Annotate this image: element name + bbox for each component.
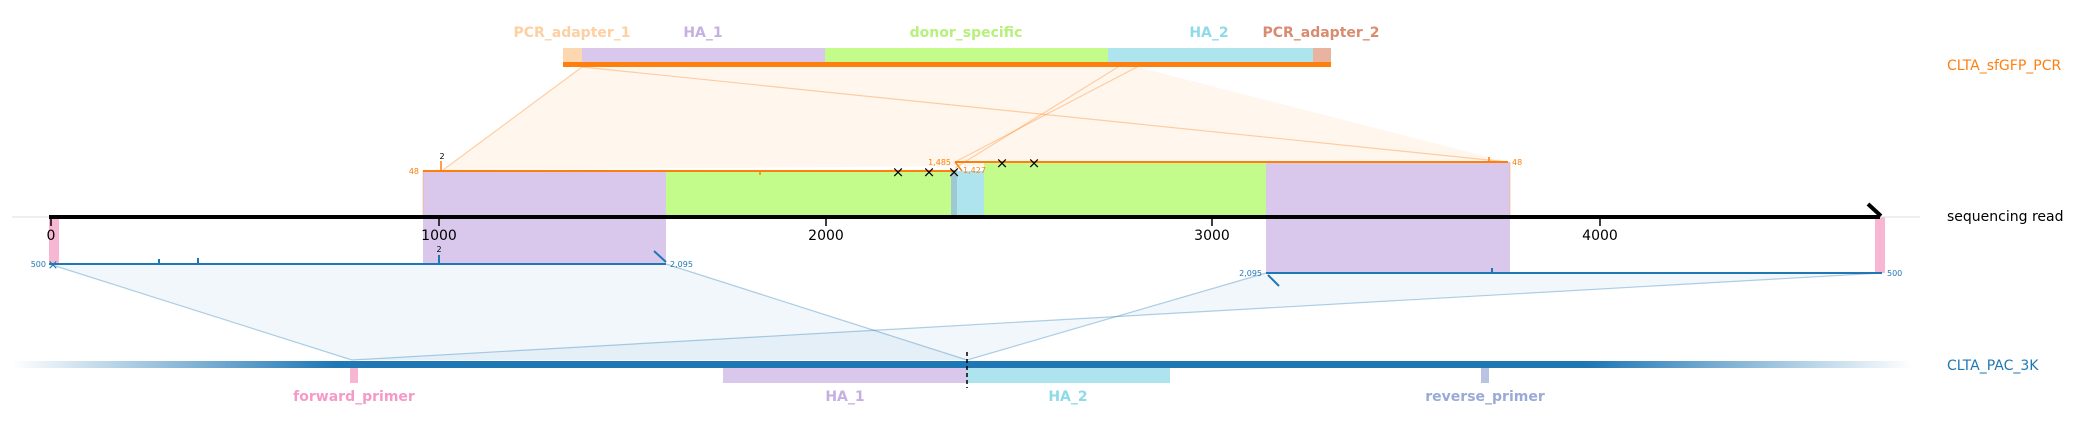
genome-feature-label-forward-primer: forward_primer	[293, 389, 415, 405]
read-block-ha-2-mid-dark	[951, 171, 957, 217]
pcr-feature-label-adapter-1: PCR_adapter_1	[513, 25, 630, 41]
genome-feature-ha-1	[723, 367, 967, 383]
pcr-product-bar	[563, 62, 1331, 67]
pcr-product-track: PCR_adapter_1 HA_1 donor_specific HA_2 P…	[513, 25, 2061, 74]
lower-left-marker: ×	[48, 258, 59, 273]
pcr-feature-adapter-2	[1313, 48, 1331, 64]
mismatch-marker: ×	[923, 163, 936, 181]
sequencing-read-axis: 0 1000 2000 3000 4000 sequencing read	[12, 202, 2063, 244]
mismatch-marker: ×	[996, 154, 1009, 172]
genome-track-name: CLTA_PAC_3K	[1947, 358, 2039, 374]
genome-feature-label-reverse-primer: reverse_primer	[1425, 389, 1545, 405]
read-block-reverse-primer	[1875, 217, 1885, 273]
upper-alignment: 48 48 2 1,485 1,427 × × × × ×	[409, 152, 1522, 181]
lower-left-coverage: 500	[31, 260, 46, 269]
mismatch-marker: ×	[892, 163, 905, 181]
genome-feature-reverse-primer	[1481, 367, 1489, 383]
read-block-forward-primer	[49, 217, 59, 264]
pcr-feature-label-ha-1: HA_1	[683, 25, 722, 41]
read-block-donor-right	[984, 162, 1266, 217]
read-direction-arrow	[1866, 202, 1883, 218]
pcr-alignment-connection	[442, 66, 1509, 171]
axis-tick-label: 1000	[421, 228, 457, 244]
genome-bar	[12, 361, 1912, 368]
mismatch-marker: ×	[1028, 154, 1041, 172]
genome-feature-ha-2	[967, 367, 1170, 383]
upper-peak-count: 2	[439, 152, 444, 161]
pcr-feature-label-ha-2: HA_2	[1189, 25, 1228, 41]
read-block-donor-left	[666, 171, 951, 217]
mismatch-marker: ×	[948, 163, 961, 181]
lower-alignment: × 500 500 2 2,095 2,095	[31, 245, 1902, 287]
pcr-track-name: CLTA_sfGFP_PCR	[1947, 58, 2061, 74]
axis-tick-label: 2000	[808, 228, 844, 244]
pcr-feature-adapter-1	[563, 48, 582, 64]
lower-left-position: 2,095	[670, 260, 693, 269]
pcr-feature-donor-specific	[825, 48, 1108, 64]
upper-right-coverage: 48	[1512, 158, 1522, 167]
lower-right-coverage: 500	[1887, 269, 1902, 278]
lower-peak-count: 2	[436, 245, 441, 254]
lower-right-position: 2,095	[1239, 269, 1262, 278]
axis-tick-label: 3000	[1194, 228, 1230, 244]
read-track-name: sequencing read	[1947, 209, 2063, 225]
axis-tick-label: 4000	[1582, 228, 1618, 244]
axis-tick-label: 0	[47, 228, 56, 244]
genome-feature-label-ha-2: HA_2	[1048, 389, 1087, 405]
upper-right-position: 1,427	[963, 166, 986, 175]
genome-track: forward_primer HA_1 HA_2 reverse_primer …	[12, 352, 2039, 405]
genome-feature-label-ha-1: HA_1	[825, 389, 864, 405]
upper-left-position: 1,485	[928, 158, 951, 167]
upper-left-coverage: 48	[409, 167, 419, 176]
pcr-feature-ha-2	[1108, 48, 1313, 64]
pcr-feature-label-adapter-2: PCR_adapter_2	[1262, 25, 1379, 41]
genome-alignment-connection	[48, 263, 1883, 361]
pcr-feature-ha-1	[582, 48, 825, 64]
genome-feature-forward-primer	[350, 367, 358, 383]
pcr-feature-label-donor-specific: donor_specific	[910, 25, 1023, 41]
